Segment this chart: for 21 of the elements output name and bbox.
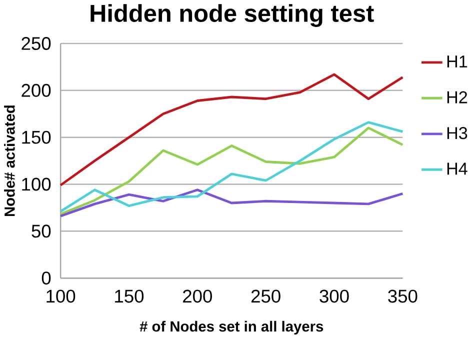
x-tick-label: 150	[115, 290, 144, 303]
x-tick-label: 200	[183, 290, 212, 303]
x-tick-label: 350	[388, 290, 418, 303]
y-axis-title: Node# activated	[4, 106, 15, 216]
y-tick-label: 50	[32, 224, 51, 238]
legend-label: H1	[447, 56, 468, 68]
x-tick-label: 100	[46, 290, 76, 303]
legend-label: H2	[447, 91, 468, 104]
x-tick-label: 250	[251, 290, 280, 303]
y-tick-label: 250	[22, 37, 51, 50]
x-tick-label: 300	[320, 290, 349, 303]
legend-label: H4	[447, 162, 468, 175]
x-axis-title: # of Nodes set in all layers	[140, 321, 324, 335]
y-tick-label: 100	[22, 178, 51, 191]
legend-label: H3	[447, 127, 468, 140]
y-tick-label: 0	[42, 272, 51, 285]
line-series	[59, 73, 404, 187]
line-series	[59, 188, 404, 218]
y-tick-label: 150	[22, 131, 51, 144]
chart-title: Hidden node setting test	[90, 4, 374, 28]
y-tick-label: 200	[22, 84, 51, 98]
